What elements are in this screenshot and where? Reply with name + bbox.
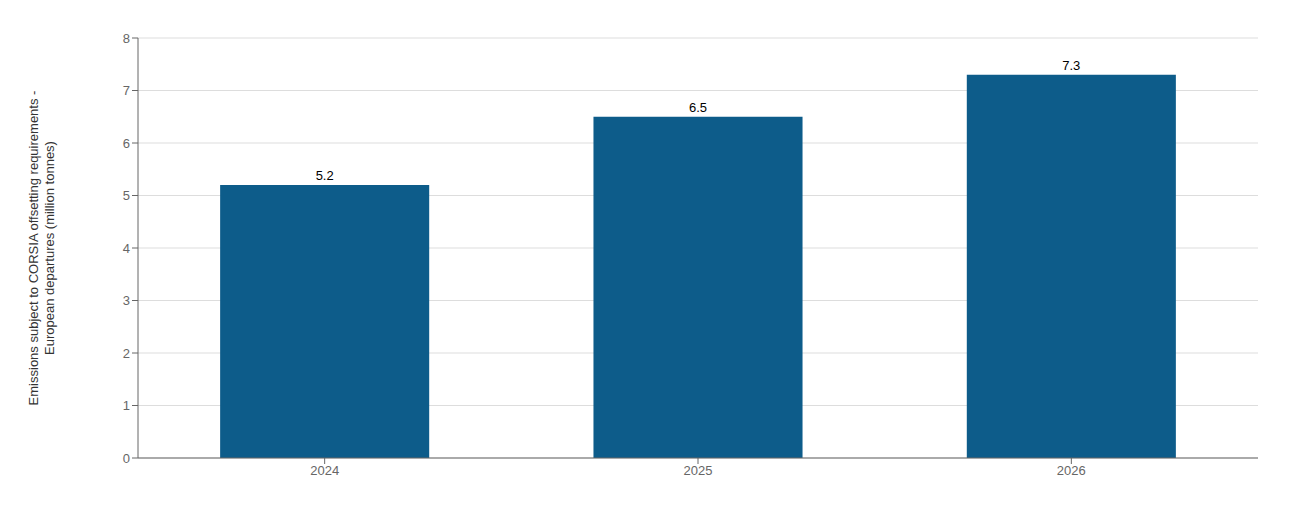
svg-text:6: 6 [123,136,130,151]
svg-text:2025: 2025 [684,463,713,478]
svg-text:4: 4 [123,241,130,256]
svg-text:6.5: 6.5 [689,100,707,115]
svg-text:5: 5 [123,188,130,203]
svg-text:7: 7 [123,83,130,98]
svg-text:2024: 2024 [310,463,339,478]
svg-text:2026: 2026 [1057,463,1086,478]
svg-text:3: 3 [123,293,130,308]
svg-text:7.3: 7.3 [1062,58,1080,73]
svg-text:5.2: 5.2 [316,168,334,183]
svg-text:8: 8 [123,31,130,46]
svg-text:0: 0 [123,451,130,466]
svg-text:1: 1 [123,398,130,413]
svg-text:Emissions subject to CORSIA of: Emissions subject to CORSIA offsetting r… [26,91,57,406]
svg-text:2: 2 [123,346,130,361]
